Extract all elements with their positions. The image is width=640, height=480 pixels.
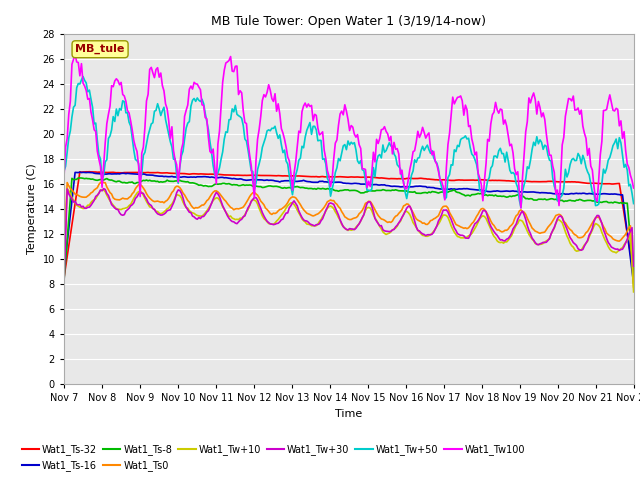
Text: MB_tule: MB_tule: [76, 44, 125, 54]
Title: MB Tule Tower: Open Water 1 (3/19/14-now): MB Tule Tower: Open Water 1 (3/19/14-now…: [211, 15, 486, 28]
Legend: Wat1_Ts-32, Wat1_Ts-16, Wat1_Ts-8, Wat1_Ts0, Wat1_Tw+10, Wat1_Tw+30, Wat1_Tw+50,: Wat1_Ts-32, Wat1_Ts-16, Wat1_Ts-8, Wat1_…: [18, 441, 529, 475]
Y-axis label: Temperature (C): Temperature (C): [27, 163, 37, 254]
X-axis label: Time: Time: [335, 408, 362, 419]
